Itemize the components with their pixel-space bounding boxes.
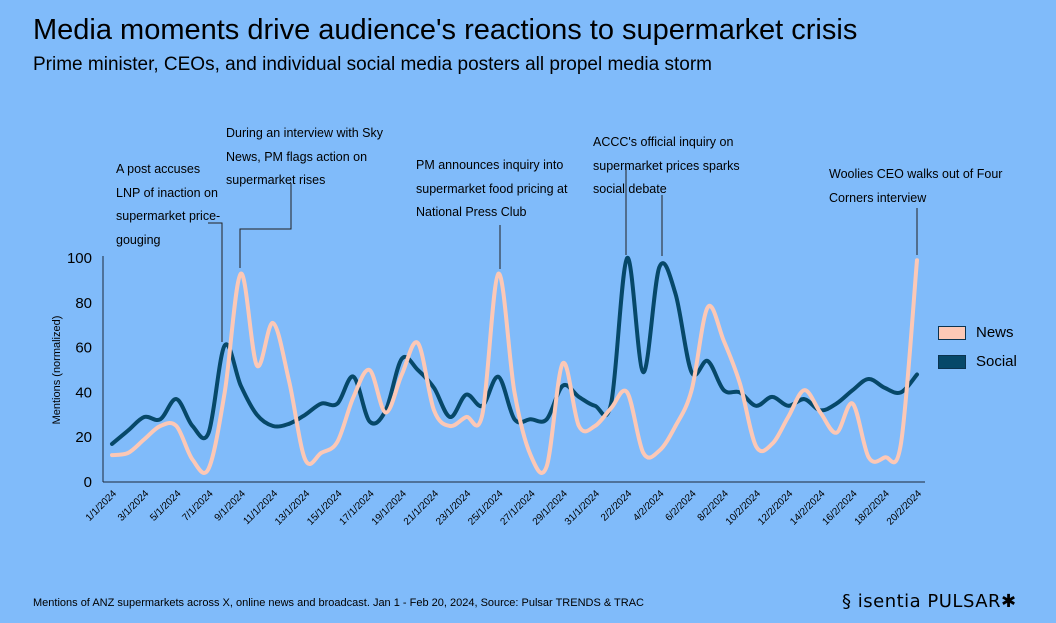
annotation-line: supermarket prices sparks	[593, 158, 740, 173]
x-tick-label: 5/1/2024	[148, 488, 184, 524]
annotation-line: social debate	[593, 182, 667, 196]
x-tick-label: 1/1/2024	[84, 488, 120, 524]
chart-title: Media moments drive audience's reactions…	[33, 14, 858, 46]
series-line-social	[110, 255, 919, 446]
x-tick-label: 4/2/2024	[631, 488, 667, 524]
annotation-line: supermarket food pricing at	[416, 181, 568, 196]
y-tick-label: 60	[75, 340, 92, 357]
annotation-post-accuses: A post accuses LNP of inaction on superm…	[116, 158, 220, 252]
legend-swatch-social	[938, 354, 966, 369]
y-tick-label: 20	[75, 429, 92, 446]
legend-swatch-news	[938, 325, 966, 340]
x-tick-label: 3/1/2024	[116, 488, 152, 524]
annotation-woolies-ceo: Woolies CEO walks out of Four Corners in…	[829, 163, 1002, 210]
y-tick-label: 40	[75, 384, 92, 401]
footer-source: Mentions of ANZ supermarkets across X, o…	[33, 597, 644, 609]
legend-item-social: Social	[938, 347, 1017, 376]
annotation-line: LNP of inaction on	[116, 185, 218, 200]
legend-label-news: News	[976, 324, 1014, 341]
annotation-press-club: PM announces inquiry into supermarket fo…	[416, 154, 567, 225]
x-tick-label: 20/2/2024	[885, 488, 925, 528]
annotation-line: supermarket rises	[226, 173, 326, 187]
x-tick-label: 7/1/2024	[180, 488, 216, 524]
x-tick-label: 6/2/2024	[663, 488, 699, 524]
isentia-logo-icon: §	[842, 591, 852, 612]
legend-item-news: News	[938, 318, 1017, 347]
annotation-line: Woolies CEO walks out of Four	[829, 167, 1003, 181]
legend: News Social	[938, 318, 1017, 376]
annotation-connector	[208, 222, 223, 342]
annotation-line: ACCC's official inquiry on	[593, 135, 734, 149]
annotation-line: News, PM flags action on	[226, 149, 368, 164]
annotation-sky-news: During an interview with Sky News, PM fl…	[226, 122, 383, 193]
annotation-connector	[239, 183, 292, 268]
chart-subtitle: Prime minister, CEOs, and individual soc…	[33, 54, 712, 75]
annotation-line: PM announces inquiry into	[416, 158, 564, 172]
pulsar-asterisk-icon: ✱	[1001, 591, 1017, 612]
legend-label-social: Social	[976, 353, 1017, 370]
logo-text: isentia PULSAR	[857, 591, 1002, 612]
y-tick-label: 100	[67, 250, 92, 267]
annotation-line: Corners interview	[829, 190, 927, 205]
y-tick-label: 80	[75, 295, 92, 312]
annotation-line: During an interview with Sky	[226, 126, 384, 140]
annotation-accc-inquiry: ACCC's official inquiry on supermarket p…	[593, 131, 740, 202]
x-tick-label: 2/2/2024	[599, 488, 635, 524]
series-line-news	[110, 258, 919, 475]
isentia-pulsar-logo: § isentia PULSAR✱	[842, 591, 1017, 612]
y-tick-label: 0	[84, 474, 92, 491]
annotation-line: supermarket price-	[116, 209, 221, 223]
annotation-line: A post accuses	[116, 162, 201, 176]
x-tick-label: 31/1/2024	[563, 488, 603, 528]
annotation-line: gouging	[116, 232, 161, 247]
annotation-line: National Press Club	[416, 205, 527, 219]
